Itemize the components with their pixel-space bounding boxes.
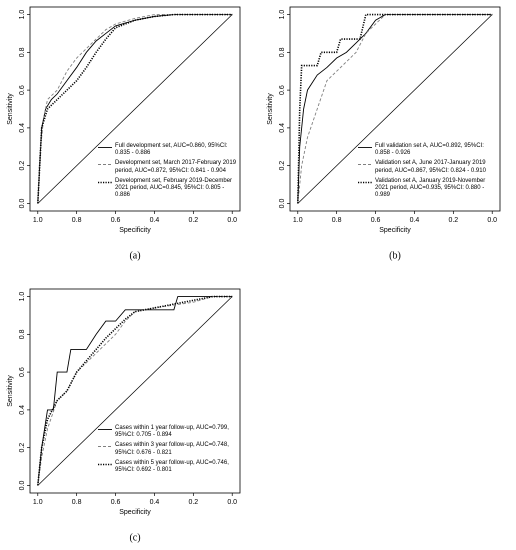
y-tick-label: 1.0 <box>279 10 286 20</box>
plot-frame <box>29 6 241 212</box>
x-tick-label: 1.0 <box>33 499 43 506</box>
x-tick-label: 0.6 <box>371 217 381 224</box>
legend-label: Development set, February 2019-December … <box>115 177 233 199</box>
y-tick-label: 1.0 <box>19 292 26 302</box>
x-tick-label: 0.2 <box>188 217 198 224</box>
x-tick-label: 0.6 <box>111 499 121 506</box>
y-tick-label: 0.4 <box>19 405 26 415</box>
legend: Full validation set A, AUC=0.892, 95%CI:… <box>358 143 498 202</box>
legend-swatch <box>98 147 112 148</box>
x-tick-label: 0.8 <box>72 499 82 506</box>
y-tick-label: 0.4 <box>19 123 26 133</box>
roc-curve <box>297 14 493 204</box>
legend-entry: Development set, February 2019-December … <box>98 178 238 200</box>
legend-swatch <box>98 164 112 166</box>
legend-entry: Validation set A, January 2019-November … <box>358 178 498 200</box>
legend-entry: Development set, March 2017-February 201… <box>98 160 238 174</box>
roc-curve <box>296 13 493 204</box>
roc-curve <box>37 296 233 486</box>
y-tick-label: 0.0 <box>19 198 26 208</box>
legend: Full development set, AUC=0.860, 95%CI: … <box>98 143 238 202</box>
y-tick-label: 0.6 <box>279 85 286 95</box>
reference-diagonal <box>37 296 233 486</box>
legend-entry: Cases within 3 year follow-up, AUC=0.748… <box>98 442 238 456</box>
roc-curve <box>36 13 233 204</box>
legend-swatch <box>98 446 112 448</box>
y-tick-label: 0.8 <box>19 329 26 339</box>
legend-label: Validation set A, January 2019-November … <box>375 177 486 199</box>
y-tick-label: 0.2 <box>279 161 286 171</box>
x-axis-label: Specificity <box>119 509 151 516</box>
y-axis-label: Sensitivity <box>7 375 14 407</box>
roc-curve <box>37 14 233 204</box>
legend-entry: Cases within 1 year follow-up, AUC=0.799… <box>98 425 238 439</box>
legend: Cases within 1 year follow-up, AUC=0.799… <box>98 425 238 477</box>
y-tick-label: 0.4 <box>279 123 286 133</box>
x-tick-label: 1.0 <box>33 217 43 224</box>
x-tick-label: 0.4 <box>410 217 420 224</box>
y-axis-label: Sensitivity <box>267 93 274 125</box>
legend-swatch <box>358 164 372 166</box>
reference-diagonal <box>297 14 493 204</box>
y-tick-label: 1.0 <box>19 10 26 20</box>
legend-label: Cases within 1 year follow-up, AUC=0.799… <box>115 425 229 439</box>
legend-swatch <box>98 429 112 430</box>
y-tick-label: 0.2 <box>19 443 26 453</box>
x-tick-label: 0.2 <box>448 217 458 224</box>
x-tick-label: 0.6 <box>111 217 121 224</box>
legend-swatch <box>358 181 372 184</box>
y-tick-label: 0.6 <box>19 367 26 377</box>
y-tick-label: 0.6 <box>19 85 26 95</box>
x-tick-label: 0.0 <box>227 499 237 506</box>
legend-swatch <box>98 463 112 466</box>
legend-label: Cases within 5 year follow-up, AUC=0.746… <box>115 459 229 474</box>
x-tick-label: 0.0 <box>487 217 497 224</box>
panel-label: (c) <box>129 532 140 543</box>
plot-frame <box>289 6 501 212</box>
x-tick-label: 0.2 <box>188 499 198 506</box>
legend-entry: Full development set, AUC=0.860, 95%CI: … <box>98 143 238 157</box>
legend-swatch <box>358 147 372 148</box>
x-axis-label: Specificity <box>379 227 411 234</box>
legend-label: Cases within 3 year follow-up, AUC=0.748… <box>115 442 229 456</box>
y-tick-label: 0.0 <box>279 198 286 208</box>
panel-label: (b) <box>389 250 401 261</box>
roc-curve <box>36 295 233 486</box>
plot-frame <box>29 288 241 494</box>
panel-label: (a) <box>129 250 140 261</box>
y-axis-label: Sensitivity <box>7 93 14 125</box>
x-tick-label: 0.4 <box>150 499 160 506</box>
legend-entry: Validation set A, June 2017-January 2019… <box>358 160 498 174</box>
x-tick-label: 0.4 <box>150 217 160 224</box>
roc-curve <box>297 14 493 204</box>
legend-label: Validation set A, June 2017-January 2019… <box>375 160 486 174</box>
legend-label: Full validation set A, AUC=0.892, 95%CI:… <box>375 143 484 157</box>
legend-entry: Full validation set A, AUC=0.892, 95%CI:… <box>358 143 498 157</box>
x-tick-label: 0.8 <box>72 217 82 224</box>
legend-label: Development set, March 2017-February 201… <box>115 160 237 174</box>
reference-diagonal <box>37 14 233 204</box>
legend-label: Full development set, AUC=0.860, 95%CI: … <box>115 143 228 157</box>
y-tick-label: 0.2 <box>19 161 26 171</box>
roc-curve <box>37 296 233 486</box>
x-axis-label: Specificity <box>119 227 151 234</box>
y-tick-label: 0.0 <box>19 480 26 490</box>
y-tick-label: 0.8 <box>19 47 26 57</box>
x-tick-label: 0.8 <box>332 217 342 224</box>
x-tick-label: 0.0 <box>227 217 237 224</box>
x-tick-label: 1.0 <box>293 217 303 224</box>
legend-entry: Cases within 5 year follow-up, AUC=0.746… <box>98 460 238 474</box>
legend-swatch <box>98 181 112 184</box>
y-tick-label: 0.8 <box>279 47 286 57</box>
